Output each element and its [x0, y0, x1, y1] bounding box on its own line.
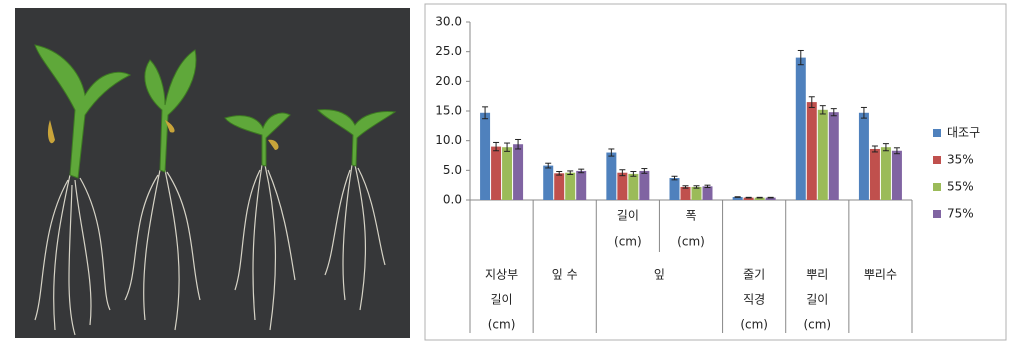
bar: [858, 112, 869, 200]
x-tick-label: 뿌리수: [864, 268, 897, 282]
x-tick-label: (cm): [614, 235, 642, 249]
bar: [669, 178, 680, 200]
plant-photo: [15, 8, 410, 338]
y-tick-label: 5.0: [443, 163, 462, 177]
x-tick-label: 길이: [617, 209, 639, 223]
y-tick-label: 10.0: [435, 133, 462, 147]
bar: [565, 172, 576, 200]
bar: [554, 173, 565, 200]
bar: [480, 112, 491, 200]
bar: [702, 186, 713, 200]
legend-label: 대조구: [947, 126, 980, 140]
bar: [880, 147, 891, 200]
bar: [869, 148, 880, 200]
x-tick-label: (cm): [740, 318, 768, 332]
bar: [617, 172, 628, 200]
legend-swatch: [933, 183, 941, 191]
x-tick-label: 직경: [743, 293, 765, 307]
legend-swatch: [933, 129, 941, 137]
y-tick-label: 30.0: [435, 15, 462, 29]
x-tick-label: (cm): [488, 318, 516, 332]
x-tick-label: 잎 수: [552, 268, 578, 282]
bar: [754, 197, 765, 200]
bar: [491, 146, 502, 200]
chart-frame: [424, 3, 1007, 341]
bar: [817, 109, 828, 200]
y-tick-label: 15.0: [435, 104, 462, 118]
x-tick-label: 지상부: [485, 268, 518, 282]
x-tick-label: 길이: [491, 293, 513, 307]
bar: [576, 170, 587, 200]
bar: [513, 144, 524, 200]
legend-label: 35%: [947, 153, 974, 167]
bar: [680, 186, 691, 200]
bar: [732, 197, 743, 200]
y-tick-label: 25.0: [435, 44, 462, 58]
bar: [765, 197, 776, 200]
x-tick-label: 뿌리: [806, 268, 828, 282]
x-tick-label: 줄기: [743, 268, 765, 282]
bar: [743, 197, 754, 200]
bar: [828, 112, 839, 200]
bar: [795, 57, 806, 200]
x-tick-label: (cm): [803, 318, 831, 332]
bar: [891, 150, 902, 200]
x-tick-label: 폭: [685, 209, 696, 223]
legend-label: 55%: [947, 180, 974, 194]
bar: [628, 173, 639, 200]
y-tick-label: 0.0: [443, 193, 462, 207]
bar: [502, 147, 513, 200]
x-tick-label: (cm): [677, 235, 705, 249]
legend-label: 75%: [947, 207, 974, 221]
legend-swatch: [933, 156, 941, 164]
category-group-label: 잎: [654, 268, 665, 282]
bar: [691, 186, 702, 200]
bar: [639, 170, 650, 200]
bar: [543, 165, 554, 200]
legend-swatch: [933, 210, 941, 218]
bar: [606, 152, 617, 200]
x-tick-label: 길이: [806, 293, 828, 307]
y-tick-label: 20.0: [435, 74, 462, 88]
bar: [806, 102, 817, 200]
